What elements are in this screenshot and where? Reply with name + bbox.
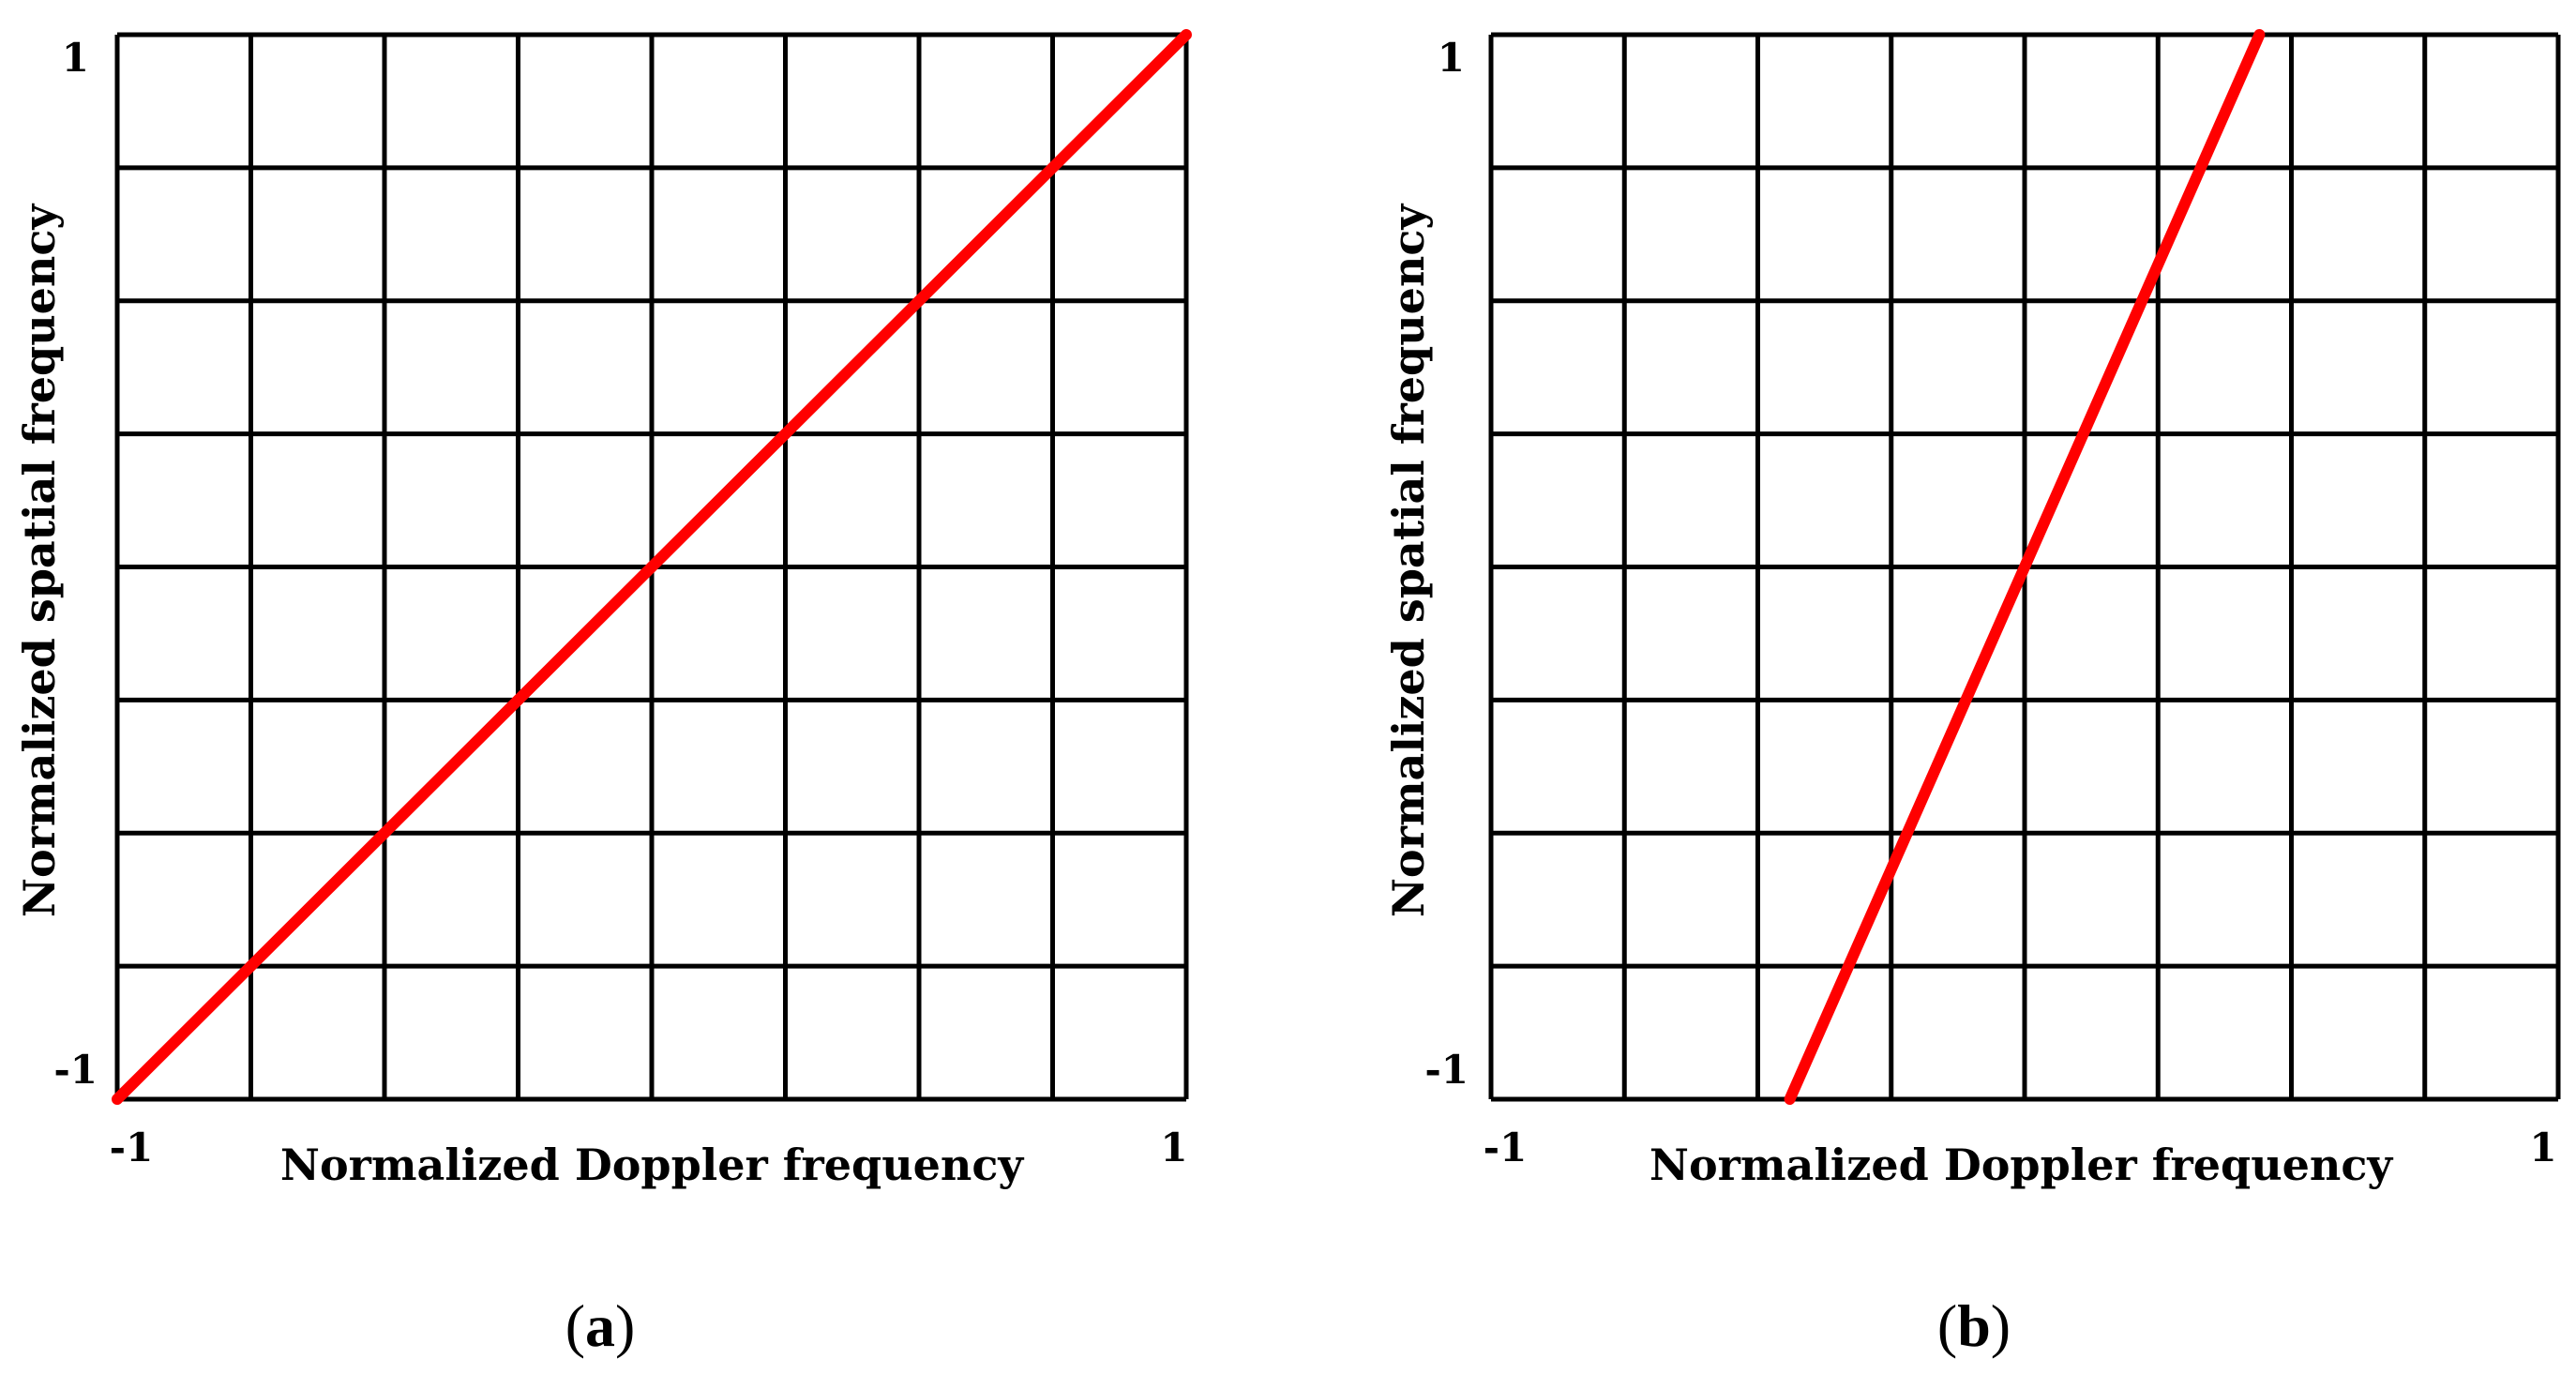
panel-a-x-axis-label: Normalized Doppler frequency [280, 1140, 1024, 1190]
panel-a-series-line-0 [112, 29, 1192, 1105]
panel-b-y-tick-top: 1 [1438, 35, 1465, 81]
panel-b-series-line-0 [1784, 29, 2266, 1105]
panel-a-series [112, 29, 1192, 1105]
panel-b-x-tick-left: -1 [1484, 1125, 1528, 1170]
panel-a-x-tick-left: -1 [110, 1125, 154, 1170]
panel-a-y-tick-top: 1 [62, 35, 89, 81]
panel-b: 1 -1 -1 1 Normalized Doppler frequency N… [1383, 29, 2561, 1359]
panel-b-series [1784, 29, 2266, 1105]
panel-b-x-tick-right: 1 [2529, 1125, 2556, 1170]
panel-b-grid [1488, 32, 2561, 1102]
panel-a-label: (a) [565, 1292, 636, 1359]
panel-a-y-axis-label: Normalized spatial frequency [14, 204, 65, 917]
panel-b-label: (b) [1937, 1292, 2011, 1359]
panel-a-y-tick-bottom: -1 [53, 1047, 98, 1093]
panel-b-y-tick-bottom: -1 [1424, 1047, 1469, 1093]
panel-b-y-axis-label: Normalized spatial frequency [1383, 204, 1434, 917]
panel-a: 1 -1 -1 1 Normalized Doppler frequency N… [14, 29, 1192, 1359]
panel-b-x-axis-label: Normalized Doppler frequency [1650, 1140, 2393, 1190]
panel-a-x-tick-right: 1 [1160, 1125, 1187, 1170]
